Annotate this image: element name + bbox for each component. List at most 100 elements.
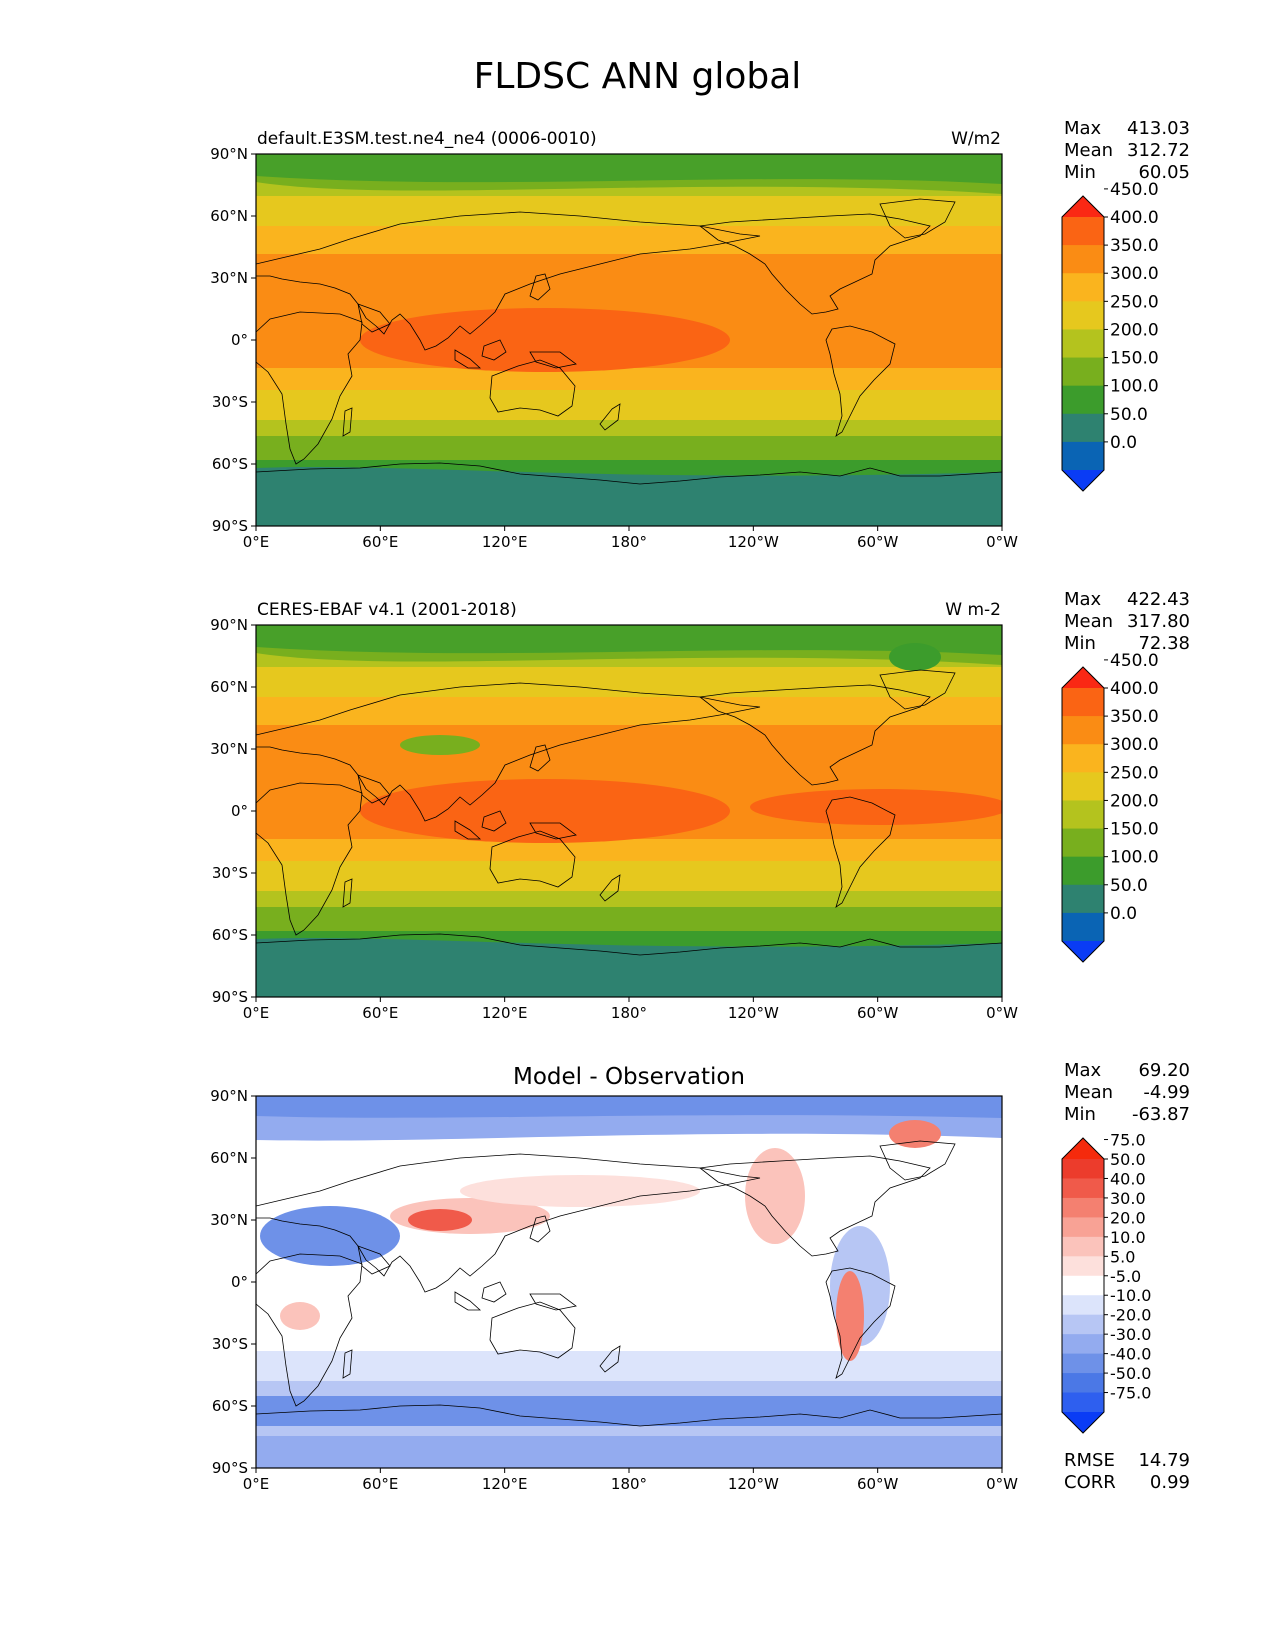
colorbar-tick-label: 350.0: [1110, 236, 1159, 256]
panel-units: W/m2: [951, 129, 1001, 149]
colorbar-tick-label: 200.0: [1110, 320, 1159, 340]
colorbar-tick-label: 10.0: [1110, 1228, 1146, 1247]
colorbar-segment: [1062, 856, 1104, 886]
colorbar-tick-label: -5.0: [1110, 1267, 1141, 1286]
colorbar-segment: [1062, 1178, 1104, 1199]
x-tick-label: 120°W: [728, 1475, 779, 1493]
colorbar-segment: [1062, 1256, 1104, 1277]
map-field: [256, 625, 1002, 997]
colorbar-tick-label: 40.0: [1110, 1169, 1146, 1188]
colorbar-segment: [1062, 1236, 1104, 1257]
metric-label: CORR: [1064, 1472, 1116, 1493]
colorbar-tick-label: 100.0: [1110, 848, 1159, 868]
x-tick-label: 0°E: [243, 1004, 270, 1022]
colorbar-segment: [1062, 884, 1104, 914]
y-tick-label: 90°S: [212, 988, 248, 1006]
colorbar-segment: [1062, 273, 1104, 302]
x-tick-label: 180°: [611, 1004, 647, 1022]
x-tick-label: 180°: [611, 1475, 647, 1493]
y-tick-label: 60°S: [212, 926, 248, 944]
colorbar-segment: [1062, 1334, 1104, 1355]
panel-test: default.E3SM.test.ne4_ne4 (0006-0010) W/m…: [210, 118, 1190, 551]
stat-label: Min: [1064, 633, 1096, 654]
x-tick-label: 0°E: [243, 1475, 270, 1493]
colorbar-segment: [1062, 245, 1104, 274]
x-tick-label: 60°W: [857, 1004, 899, 1022]
y-tick-label: 0°: [231, 1273, 248, 1291]
colorbar-tick-label: 100.0: [1110, 377, 1159, 397]
colorbar-tick-label: 300.0: [1110, 735, 1159, 755]
colorbar-segment: [1062, 1353, 1104, 1374]
map-field: [256, 154, 1002, 526]
metric-value: 0.99: [1150, 1472, 1190, 1493]
x-tick-label: 60°E: [362, 533, 398, 551]
colorbar: 0.0 50.0 100.0 150.0 200.0 250.0 300.0 350.0 400…: [1061, 651, 1159, 963]
x-tick-label: 120°W: [728, 1004, 779, 1022]
colorbar-segment: [1062, 357, 1104, 387]
colorbar-segment: [1062, 744, 1104, 773]
colorbar-tick-label: -40.0: [1110, 1345, 1151, 1364]
stat-value: 317.80: [1127, 611, 1190, 632]
colorbar-tick-label: -75.0: [1110, 1384, 1151, 1403]
stat-value: 72.38: [1138, 633, 1190, 654]
colorbar-tick-label: 150.0: [1110, 820, 1159, 840]
stat-value: 413.03: [1127, 118, 1190, 139]
colorbar-segment: [1062, 385, 1104, 415]
metric-value: 14.79: [1138, 1450, 1190, 1471]
panel-center-title: Model - Observation: [513, 1064, 745, 1090]
map-field: [256, 1096, 1002, 1468]
colorbar-segment: [1062, 1314, 1104, 1335]
stat-label: Max: [1064, 1060, 1102, 1081]
y-tick-label: 30°S: [212, 393, 248, 411]
colorbar-segment: [1062, 1295, 1104, 1316]
colorbar-segment: [1062, 1275, 1104, 1296]
colorbar-min-extend: [1062, 470, 1104, 491]
stat-label: Mean: [1064, 140, 1113, 161]
x-tick-label: 60°E: [362, 1475, 398, 1493]
panel-units: W m-2: [945, 600, 1001, 620]
colorbar-tick-label: 400.0: [1110, 208, 1159, 228]
y-tick-label: 30°N: [210, 1211, 248, 1229]
colorbar-tick-label: 5.0: [1110, 1247, 1135, 1266]
x-tick-label: 60°W: [857, 533, 899, 551]
colorbar-segment: [1062, 716, 1104, 745]
colorbar-tick-label: -10.0: [1110, 1286, 1151, 1305]
y-tick-label: 60°N: [210, 207, 248, 225]
stat-label: Min: [1064, 1104, 1096, 1125]
colorbar-min-extend: [1062, 1412, 1104, 1433]
colorbar-tick-label: 200.0: [1110, 791, 1159, 811]
x-tick-label: 0°W: [986, 1004, 1018, 1022]
colorbar-tick-label: 75.0: [1110, 1131, 1146, 1150]
stat-label: Max: [1064, 118, 1102, 139]
colorbar-max-extend: [1062, 196, 1104, 217]
colorbar-segment: [1062, 1373, 1104, 1394]
stat-value: 69.20: [1138, 1060, 1190, 1081]
y-tick-label: 0°: [231, 802, 248, 820]
y-tick-label: 30°S: [212, 1335, 248, 1353]
colorbar-tick-label: 50.0: [1110, 405, 1148, 425]
x-tick-label: 0°W: [986, 1475, 1018, 1493]
colorbar-tick-label: -50.0: [1110, 1364, 1151, 1383]
metric-label: RMSE: [1064, 1450, 1115, 1471]
colorbar-tick-label: 250.0: [1110, 292, 1159, 312]
y-tick-label: 90°N: [210, 145, 248, 163]
colorbar-segment: [1062, 217, 1104, 246]
panel-left-title: default.E3SM.test.ne4_ne4 (0006-0010): [257, 129, 597, 149]
colorbar-tick-label: 350.0: [1110, 707, 1159, 727]
x-tick-label: 0°W: [986, 533, 1018, 551]
colorbar: 0.0 50.0 100.0 150.0 200.0 250.0 300.0 350.0 400…: [1061, 180, 1159, 492]
colorbar-segment: [1062, 413, 1104, 443]
y-tick-label: 90°S: [212, 1459, 248, 1477]
y-tick-label: 60°N: [210, 678, 248, 696]
colorbar-segment: [1062, 1217, 1104, 1238]
stat-value: -63.87: [1132, 1104, 1190, 1125]
colorbar-tick-label: 0.0: [1110, 433, 1137, 453]
colorbar-segment: [1062, 800, 1104, 830]
colorbar-segment: [1062, 1197, 1104, 1218]
colorbar-tick-label: 450.0: [1110, 180, 1159, 200]
figure-title: FLDSC ANN global: [473, 56, 802, 97]
stat-value: 312.72: [1127, 140, 1190, 161]
colorbar-max-extend: [1062, 1138, 1104, 1159]
panel-left-title: CERES-EBAF v4.1 (2001-2018): [257, 600, 517, 620]
